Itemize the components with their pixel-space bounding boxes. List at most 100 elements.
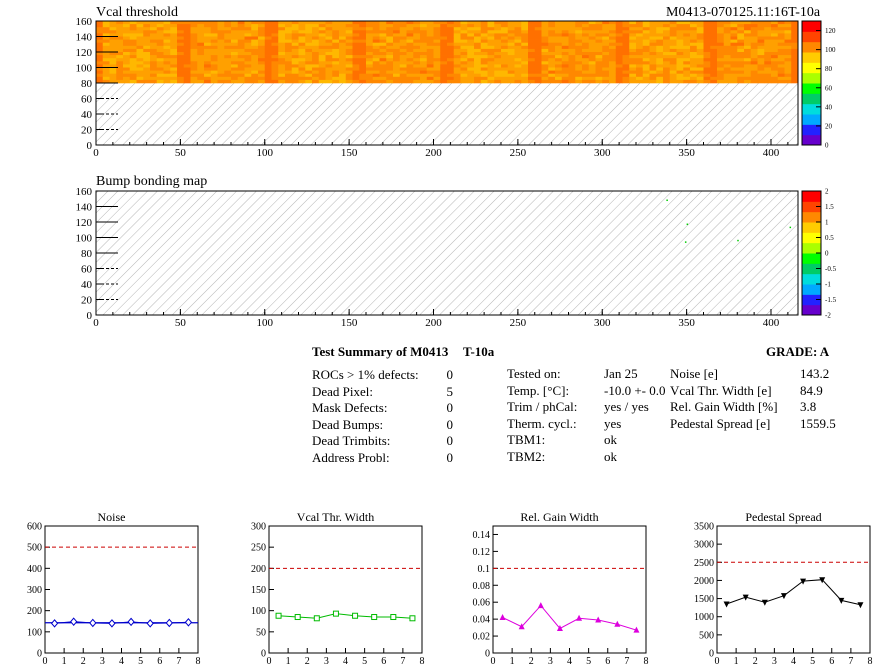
heat-cell	[737, 64, 745, 68]
heat-cell	[777, 73, 785, 78]
x-tick-label: 6	[381, 656, 386, 667]
heat-cell	[116, 79, 124, 84]
heat-cell	[399, 33, 407, 37]
heat-cell	[285, 67, 293, 71]
heat-cell	[555, 48, 563, 53]
heat-cell	[109, 79, 117, 84]
heat-cell	[359, 42, 367, 47]
heat-cell	[649, 39, 657, 43]
heat-cell	[777, 30, 785, 34]
heat-cell	[656, 64, 664, 68]
summary-label: TBM2:	[507, 449, 546, 464]
heat-cell	[325, 58, 333, 62]
heat-cell	[123, 64, 131, 68]
heat-cell	[669, 70, 677, 74]
heat-cell	[609, 36, 617, 40]
heat-cell	[291, 70, 299, 74]
heat-cell	[703, 30, 711, 34]
heat-cell	[676, 27, 684, 31]
heat-cell	[494, 61, 502, 65]
heat-cell	[366, 79, 374, 84]
heat-cell	[501, 70, 509, 74]
heat-cell	[217, 42, 225, 47]
heat-cell	[318, 52, 326, 56]
heat-cell	[737, 79, 745, 84]
heat-cell	[555, 79, 563, 84]
heat-cell	[636, 73, 644, 78]
heat-cell	[656, 30, 664, 34]
x-tick-label: 250	[510, 147, 527, 159]
heat-cell	[676, 67, 684, 71]
heat-cell	[595, 33, 603, 37]
heat-cell	[123, 52, 131, 56]
heat-cell	[379, 48, 387, 53]
heat-cell	[177, 76, 185, 81]
heat-cell	[609, 30, 617, 34]
x-tick-label: 0	[267, 656, 272, 667]
heat-cell	[669, 58, 677, 62]
heat-cell	[447, 27, 455, 31]
heat-cell	[541, 58, 549, 62]
heat-cell	[561, 33, 569, 37]
heat-cell	[622, 33, 630, 37]
heat-cell	[710, 58, 718, 62]
heat-cell	[399, 24, 407, 28]
heat-cell	[433, 48, 441, 53]
heat-cell	[683, 67, 691, 71]
heat-cell	[318, 76, 326, 81]
heat-cell	[440, 79, 448, 84]
heat-cell	[534, 24, 542, 28]
heat-cell	[649, 73, 657, 78]
heat-cell	[386, 30, 394, 34]
summary-title: Test Summary of M0413	[312, 344, 449, 359]
heat-cell	[629, 61, 637, 65]
heat-cell	[420, 52, 428, 56]
heat-cell	[521, 24, 529, 28]
heat-cell	[534, 76, 542, 81]
heat-cell	[96, 39, 104, 43]
heat-cell	[764, 45, 772, 50]
heat-cell	[507, 39, 515, 43]
x-tick-label: 7	[400, 656, 405, 667]
heat-cell	[555, 76, 563, 81]
heat-cell	[750, 79, 758, 84]
heat-cell	[602, 30, 610, 34]
heat-cell	[561, 48, 569, 53]
heat-cell	[480, 36, 488, 40]
heat-cell	[710, 70, 718, 74]
heat-cell	[413, 70, 421, 74]
heat-cell	[460, 58, 468, 62]
heat-cell	[737, 55, 745, 59]
heat-cell	[96, 48, 104, 53]
heat-cell	[264, 36, 272, 40]
data-point	[184, 618, 193, 627]
heat-cell	[750, 45, 758, 50]
heat-cell	[177, 21, 185, 25]
heat-cell	[163, 39, 171, 43]
heat-cell	[609, 76, 617, 81]
heat-cell	[568, 67, 576, 71]
colorbar-step	[802, 108, 821, 115]
heat-cell	[251, 61, 259, 65]
heat-cell	[521, 76, 529, 81]
heat-cell	[541, 67, 549, 71]
heat-cell	[258, 42, 266, 47]
heat-cell	[183, 55, 191, 59]
heat-cell	[609, 27, 617, 31]
heat-cell	[163, 52, 171, 56]
heat-cell	[676, 24, 684, 28]
heat-cell	[501, 24, 509, 28]
heat-cell	[642, 61, 650, 65]
heat-cell	[703, 39, 711, 43]
heat-cell	[345, 55, 353, 59]
heat-cell	[791, 73, 799, 78]
heat-cell	[251, 45, 259, 50]
heat-cell	[183, 79, 191, 84]
heat-cell	[744, 48, 752, 53]
heat-cell	[96, 45, 104, 50]
heat-cell	[555, 45, 563, 50]
heat-cell	[514, 24, 522, 28]
heat-cell	[514, 52, 522, 56]
y-tick-label: 20	[81, 295, 93, 307]
heat-cell	[777, 58, 785, 62]
